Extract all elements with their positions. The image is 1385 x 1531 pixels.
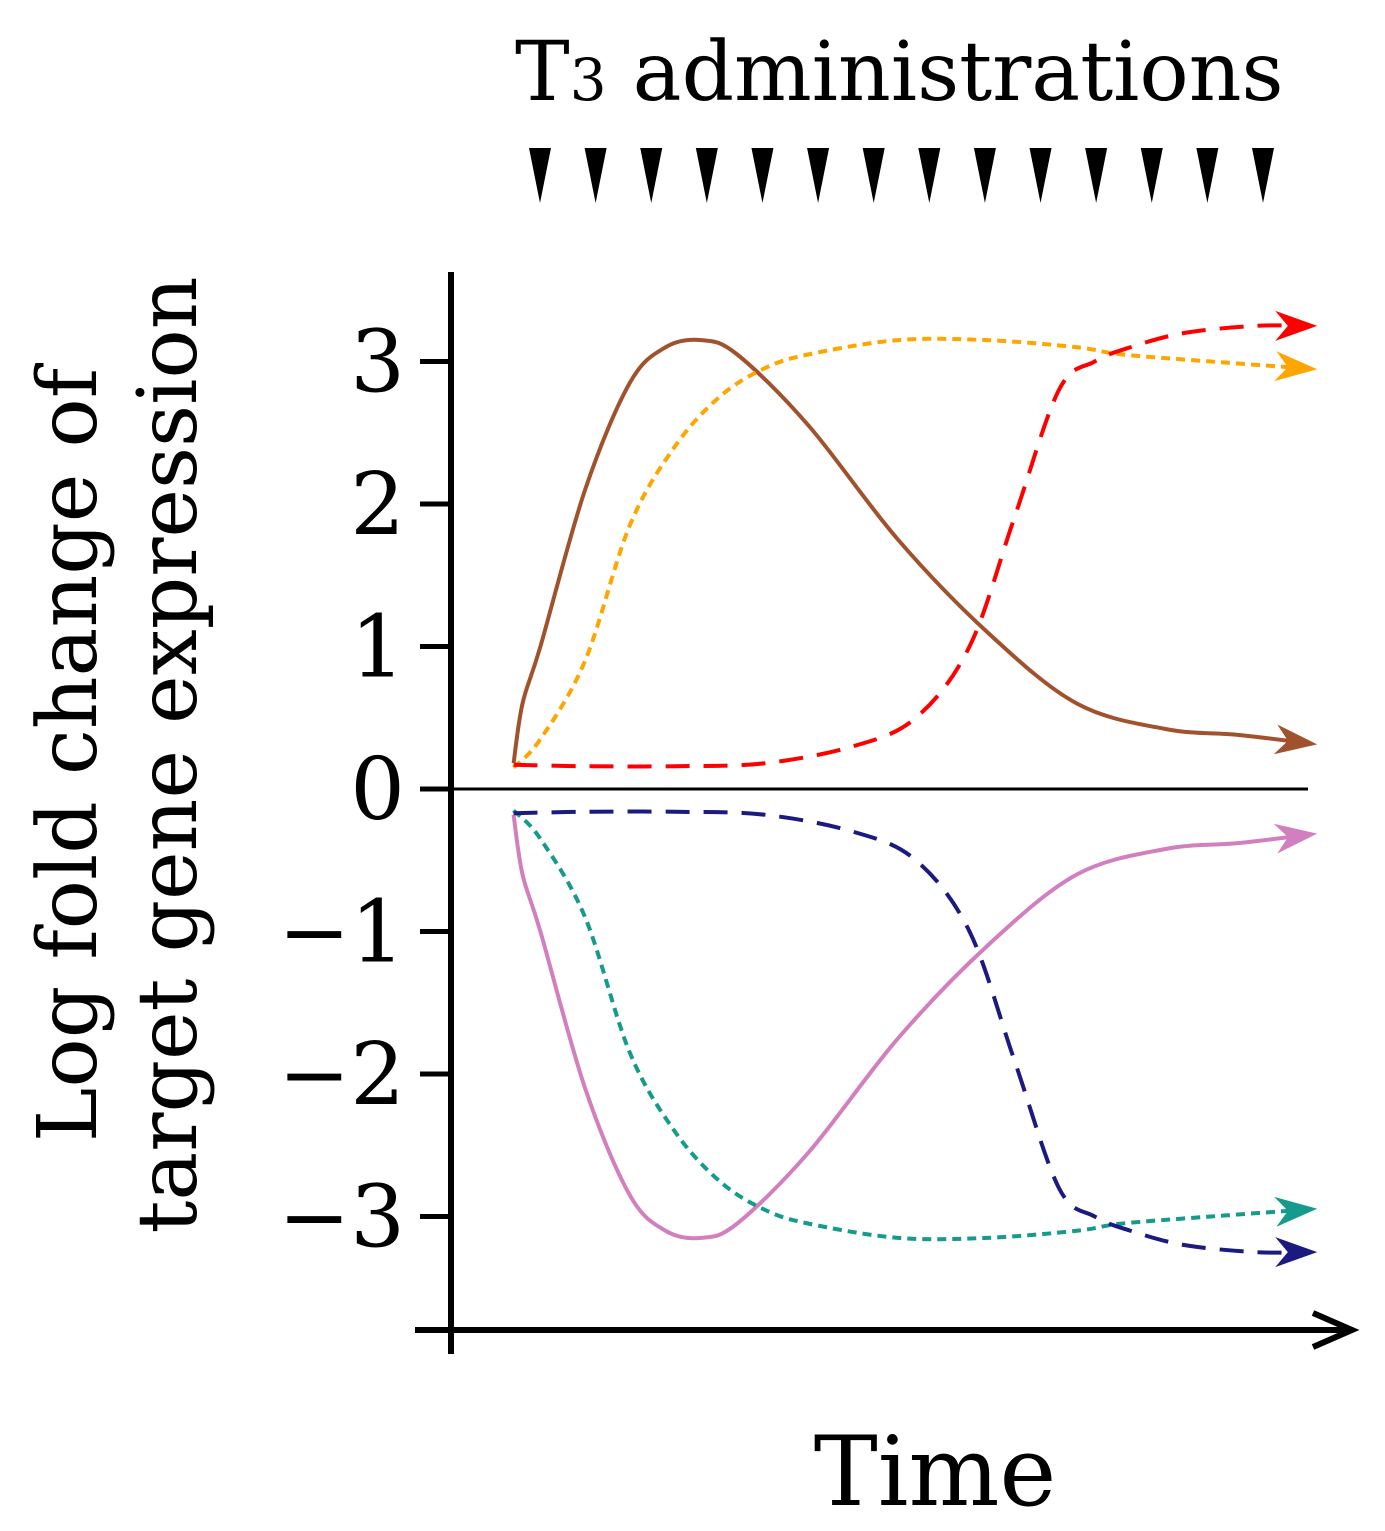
- y-tick-label: −3: [278, 1168, 405, 1268]
- administration-marker: [807, 148, 830, 203]
- series-arrowhead-navy-dashed: [1275, 1237, 1318, 1268]
- y-tick-label: 3: [350, 313, 405, 413]
- series-line-red-dashed: [513, 323, 1310, 769]
- y-axis-label-line2: target gene expression: [121, 276, 216, 1233]
- series-arrowhead-orange-dotted: [1274, 351, 1318, 382]
- chart-title: T3 administrations: [515, 25, 1284, 120]
- administration-marker: [529, 148, 551, 203]
- administration-marker: [1085, 148, 1108, 203]
- x-axis-arrowhead: [1311, 1310, 1360, 1350]
- title-subscript: 3: [570, 46, 607, 114]
- administration-marker: [862, 148, 885, 203]
- series-arrowhead-teal-dotted: [1274, 1196, 1318, 1227]
- series-arrowhead-brown-solid: [1273, 724, 1318, 755]
- series-line-pink-solid: [511, 814, 1310, 1241]
- series-line-teal-dotted: [512, 808, 1310, 1242]
- y-ticks: 3 2 1 0 −1 −2 −3: [278, 313, 451, 1268]
- administration-marker: [695, 148, 718, 203]
- administration-marker: [1196, 148, 1219, 203]
- administration-marker: [640, 148, 663, 203]
- series-arrowhead-red-dashed: [1275, 310, 1318, 341]
- administration-marker: [1252, 148, 1274, 203]
- administration-marker: [918, 148, 941, 203]
- y-tick-label: 0: [350, 740, 405, 840]
- y-axis-label: Log fold change of target gene expressio…: [21, 276, 216, 1233]
- series-line-brown-solid: [511, 337, 1310, 764]
- administration-marker: [584, 148, 607, 203]
- x-axis-label: Time: [814, 1416, 1057, 1528]
- administration-markers: [529, 148, 1274, 203]
- y-tick-label: −2: [278, 1025, 405, 1125]
- y-tick-label: 2: [350, 455, 405, 555]
- title-t: T: [515, 25, 570, 120]
- series-group: [511, 310, 1318, 1268]
- administration-marker: [1029, 148, 1052, 203]
- y-tick-label: 1: [350, 598, 405, 698]
- administration-marker: [751, 148, 774, 203]
- series-line-orange-dotted: [512, 336, 1310, 770]
- title-rest: administrations: [607, 25, 1284, 120]
- series-line-navy-dashed: [513, 809, 1310, 1255]
- y-axis-label-line1: Log fold change of: [21, 362, 116, 1142]
- administration-marker: [1140, 148, 1163, 203]
- y-tick-label: −1: [278, 883, 405, 983]
- series-arrowhead-pink-solid: [1273, 823, 1318, 854]
- administration-marker: [973, 148, 996, 203]
